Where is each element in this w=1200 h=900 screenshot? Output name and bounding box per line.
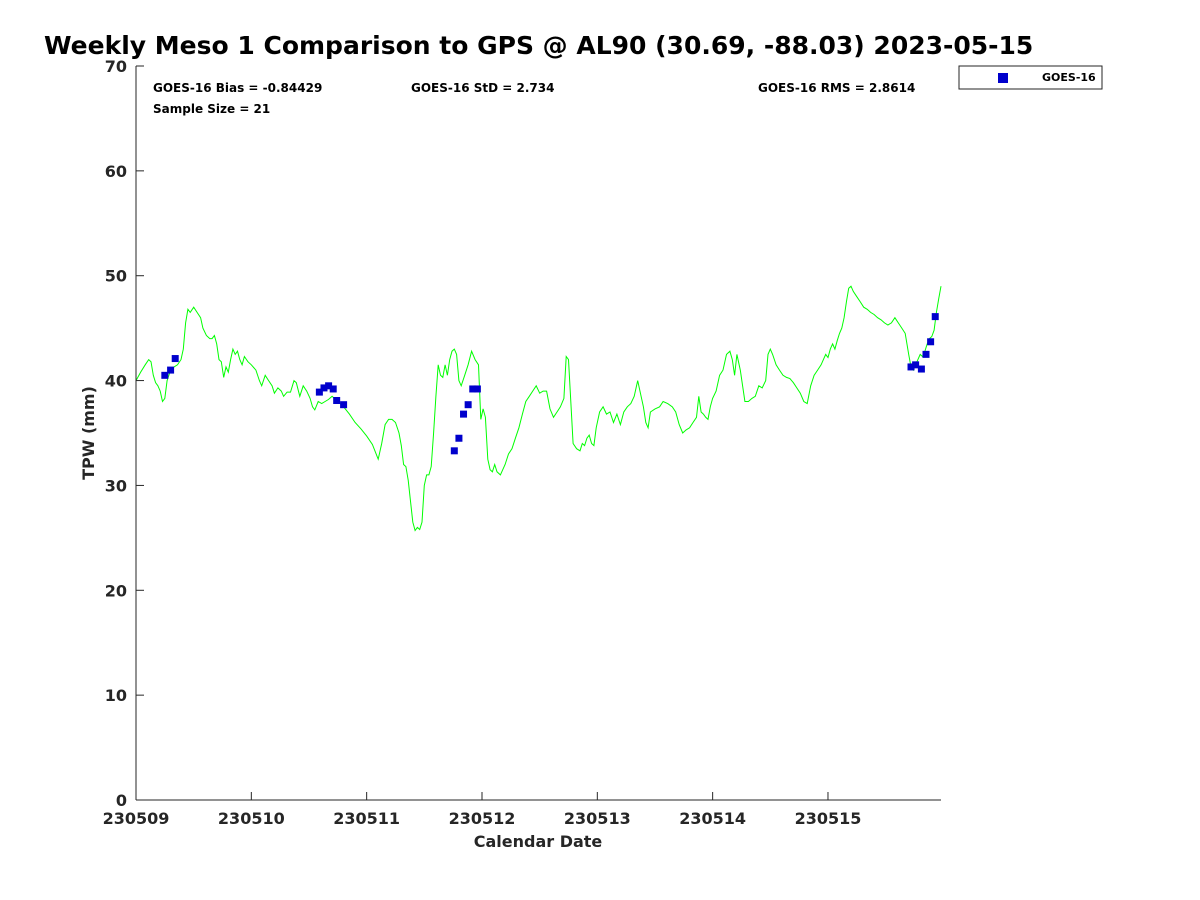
goes16-point	[167, 366, 175, 374]
std-stat: GOES-16 StD = 2.734	[411, 81, 554, 95]
goes16-point	[464, 401, 472, 409]
y-axis-label: TPW (mm)	[79, 386, 98, 480]
x-axis-label: Calendar Date	[474, 832, 603, 851]
y-axis-ticks: 0 10 20 30 40 50 60 70	[105, 57, 144, 810]
x-tick-label: 230512	[449, 809, 516, 828]
legend: GOES-16	[958, 65, 1103, 90]
goes16-point	[907, 363, 915, 371]
y-tick-label: 30	[105, 476, 127, 495]
sample-size-stat: Sample Size = 21	[153, 102, 270, 116]
goes16-point	[931, 313, 939, 321]
goes16-point	[927, 338, 935, 346]
x-tick-label: 230510	[218, 809, 285, 828]
chart-title: Weekly Meso 1 Comparison to GPS @ AL90 (…	[44, 31, 1033, 60]
plot-area	[135, 285, 942, 532]
x-tick-label: 230515	[795, 809, 862, 828]
rms-stat: GOES-16 RMS = 2.8614	[758, 81, 915, 95]
bias-stat: GOES-16 Bias = -0.84429	[153, 81, 322, 95]
goes16-point	[450, 447, 458, 455]
goes16-point	[161, 371, 169, 379]
goes16-point	[329, 385, 337, 393]
goes16-point	[917, 365, 925, 373]
x-tick-label: 230509	[103, 809, 170, 828]
goes16-point	[455, 434, 463, 442]
gps-series-line	[135, 285, 942, 532]
x-axis-ticks: 230509 230510 230511 230512 230513 230514 2305…	[103, 792, 862, 828]
goes16-point	[320, 384, 328, 392]
goes16-point	[171, 355, 179, 363]
legend-label-goes16: GOES-16	[1042, 71, 1096, 84]
x-tick-label: 230513	[564, 809, 631, 828]
goes16-point	[460, 410, 468, 418]
y-tick-label: 20	[105, 581, 127, 600]
x-tick-label: 230514	[679, 809, 746, 828]
y-tick-label: 50	[105, 267, 127, 286]
y-tick-label: 40	[105, 372, 127, 391]
goes16-point	[325, 382, 333, 390]
legend-box	[958, 65, 1103, 90]
goes16-point	[922, 350, 930, 358]
goes16-point	[912, 361, 920, 369]
goes16-point	[340, 401, 348, 409]
goes16-point	[473, 385, 481, 393]
goes16-point	[333, 396, 341, 404]
y-tick-label: 10	[105, 686, 127, 705]
y-tick-label: 60	[105, 162, 127, 181]
y-tick-label: 0	[116, 791, 127, 810]
x-tick-label: 230511	[333, 809, 400, 828]
legend-swatch-goes16	[998, 73, 1008, 83]
goes16-point	[469, 385, 477, 393]
goes16-point	[315, 388, 323, 396]
y-tick-label: 70	[105, 57, 127, 76]
